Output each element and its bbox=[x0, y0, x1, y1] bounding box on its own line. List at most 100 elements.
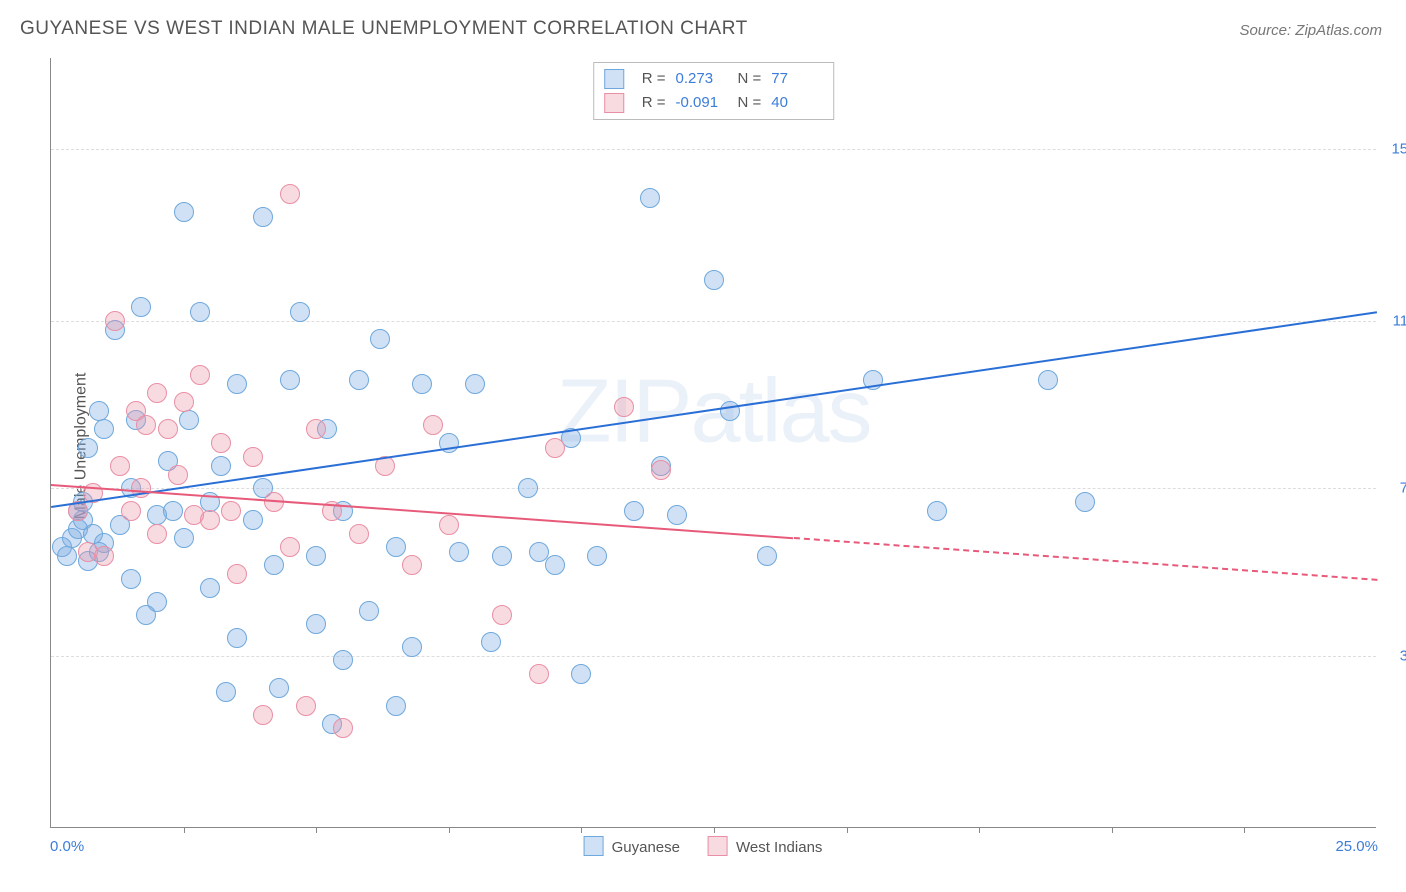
n-label: N = bbox=[738, 67, 762, 91]
watermark: ZIPatlas bbox=[556, 360, 870, 463]
scatter-point bbox=[121, 501, 141, 521]
scatter-point bbox=[94, 546, 114, 566]
scatter-point bbox=[296, 696, 316, 716]
scatter-point bbox=[624, 501, 644, 521]
scatter-point bbox=[57, 546, 77, 566]
scatter-point bbox=[211, 456, 231, 476]
scatter-point bbox=[306, 614, 326, 634]
regression-line bbox=[51, 312, 1377, 509]
scatter-point bbox=[147, 524, 167, 544]
x-tick bbox=[1112, 827, 1113, 833]
x-tick bbox=[714, 827, 715, 833]
scatter-point bbox=[306, 419, 326, 439]
scatter-point bbox=[349, 524, 369, 544]
gridline bbox=[51, 656, 1376, 657]
x-tick bbox=[184, 827, 185, 833]
scatter-point bbox=[174, 528, 194, 548]
scatter-point bbox=[227, 628, 247, 648]
scatter-point bbox=[136, 415, 156, 435]
scatter-point bbox=[290, 302, 310, 322]
scatter-point bbox=[110, 456, 130, 476]
r-label: R = bbox=[642, 67, 666, 91]
source-label: Source: ZipAtlas.com bbox=[1239, 22, 1382, 39]
n-label: N = bbox=[738, 91, 762, 115]
scatter-point bbox=[704, 270, 724, 290]
scatter-point bbox=[269, 678, 289, 698]
legend-item: Guyanese bbox=[584, 836, 680, 856]
legend-row: R = 0.273 N = 77 bbox=[604, 67, 824, 91]
scatter-point bbox=[518, 478, 538, 498]
series-legend: Guyanese West Indians bbox=[584, 836, 823, 856]
scatter-point bbox=[571, 664, 591, 684]
legend-label: West Indians bbox=[736, 839, 822, 856]
scatter-point bbox=[545, 555, 565, 575]
x-tick bbox=[316, 827, 317, 833]
scatter-point bbox=[370, 329, 390, 349]
scatter-point bbox=[89, 401, 109, 421]
y-tick-label: 7.5% bbox=[1384, 480, 1406, 497]
scatter-point bbox=[243, 447, 263, 467]
scatter-point bbox=[221, 501, 241, 521]
scatter-point bbox=[1038, 370, 1058, 390]
legend-swatch bbox=[604, 69, 624, 89]
scatter-point bbox=[359, 601, 379, 621]
scatter-point bbox=[211, 433, 231, 453]
scatter-point bbox=[492, 605, 512, 625]
scatter-point bbox=[253, 705, 273, 725]
scatter-point bbox=[78, 438, 98, 458]
scatter-point bbox=[757, 546, 777, 566]
scatter-point bbox=[216, 682, 236, 702]
scatter-point bbox=[439, 515, 459, 535]
y-tick-label: 11.2% bbox=[1384, 312, 1406, 329]
n-value: 40 bbox=[771, 91, 823, 115]
scatter-point bbox=[200, 578, 220, 598]
scatter-point bbox=[306, 546, 326, 566]
gridline bbox=[51, 149, 1376, 150]
scatter-point bbox=[264, 555, 284, 575]
scatter-point bbox=[174, 202, 194, 222]
scatter-point bbox=[481, 632, 501, 652]
scatter-point bbox=[136, 605, 156, 625]
scatter-point bbox=[121, 569, 141, 589]
scatter-point bbox=[545, 438, 565, 458]
scatter-point bbox=[94, 419, 114, 439]
scatter-point bbox=[190, 365, 210, 385]
scatter-point bbox=[614, 397, 634, 417]
scatter-point bbox=[640, 188, 660, 208]
x-tick bbox=[1244, 827, 1245, 833]
scatter-point bbox=[465, 374, 485, 394]
y-tick-label: 3.8% bbox=[1384, 647, 1406, 664]
legend-swatch bbox=[584, 836, 604, 856]
scatter-point bbox=[174, 392, 194, 412]
scatter-point bbox=[158, 419, 178, 439]
scatter-point bbox=[449, 542, 469, 562]
scatter-point bbox=[200, 510, 220, 530]
legend-item: West Indians bbox=[708, 836, 822, 856]
gridline bbox=[51, 321, 1376, 322]
scatter-point bbox=[402, 637, 422, 657]
scatter-point bbox=[386, 537, 406, 557]
scatter-point bbox=[402, 555, 422, 575]
scatter-point bbox=[227, 374, 247, 394]
scatter-point bbox=[131, 297, 151, 317]
scatter-point bbox=[105, 311, 125, 331]
legend-label: Guyanese bbox=[612, 839, 680, 856]
r-value: 0.273 bbox=[676, 67, 728, 91]
scatter-point bbox=[243, 510, 263, 530]
scatter-point bbox=[253, 207, 273, 227]
n-value: 77 bbox=[771, 67, 823, 91]
scatter-point bbox=[529, 664, 549, 684]
chart-title: GUYANESE VS WEST INDIAN MALE UNEMPLOYMEN… bbox=[20, 18, 748, 40]
legend-swatch bbox=[604, 93, 624, 113]
scatter-point bbox=[386, 696, 406, 716]
watermark-light: atlas bbox=[690, 361, 870, 461]
scatter-point bbox=[1075, 492, 1095, 512]
r-value: -0.091 bbox=[676, 91, 728, 115]
scatter-point bbox=[492, 546, 512, 566]
x-tick bbox=[581, 827, 582, 833]
scatter-point bbox=[349, 370, 369, 390]
scatter-point bbox=[227, 564, 247, 584]
gridline bbox=[51, 488, 1376, 489]
x-tick bbox=[847, 827, 848, 833]
legend-row: R =-0.091N =40 bbox=[604, 91, 824, 115]
